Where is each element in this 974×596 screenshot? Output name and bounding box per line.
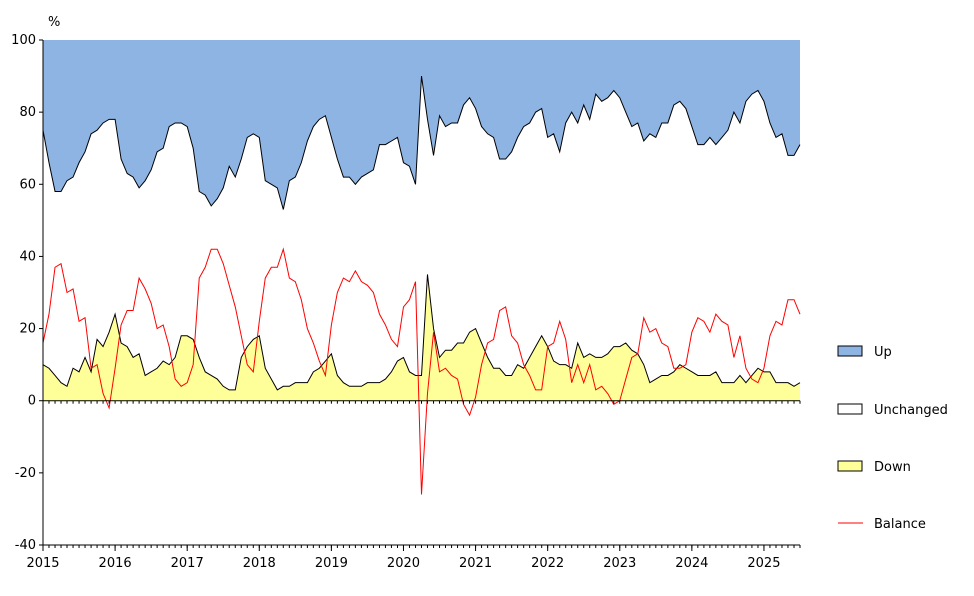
- series-up-area: [43, 40, 800, 210]
- y-axis-unit-label: %: [48, 15, 60, 30]
- series-down-area: [43, 274, 800, 401]
- y-tick-label: 80: [19, 105, 36, 120]
- x-tick-label: 2020: [387, 556, 420, 571]
- axes: -40 -20 0 20 40 60 80 100 2015 2016 2017 2018 2019 20…: [11, 33, 801, 571]
- x-tick-label: 2019: [315, 556, 348, 571]
- legend-swatch-unchanged: [837, 403, 863, 415]
- legend-label-balance: Balance: [874, 517, 926, 532]
- x-tick-label: 2017: [171, 556, 204, 571]
- plot-area: [42, 40, 801, 495]
- x-tick-label: 2016: [99, 556, 132, 571]
- x-tick-label: 2025: [747, 556, 780, 571]
- y-tick-label: 0: [28, 394, 36, 409]
- legend-label-down: Down: [874, 460, 911, 475]
- x-tick-label: 2022: [531, 556, 564, 571]
- x-tick-label: 2015: [26, 556, 59, 571]
- x-tick-label: 2018: [243, 556, 276, 571]
- legend: Up Unchanged Down Balance: [837, 345, 948, 532]
- y-tick-label: 100: [11, 33, 36, 48]
- x-tick-label: 2024: [675, 556, 708, 571]
- series-up-line: [42, 76, 801, 210]
- series-balance-line: [42, 247, 801, 495]
- y-tick-label: -20: [15, 466, 36, 481]
- x-tick-label: 2021: [459, 556, 492, 571]
- legend-label-up: Up: [874, 345, 892, 360]
- y-tick-label: -40: [15, 538, 36, 553]
- y-tick-label: 20: [19, 322, 36, 337]
- legend-swatch-down: [837, 460, 863, 472]
- x-tick-label: 2023: [603, 556, 636, 571]
- y-tick-label: 40: [19, 249, 36, 264]
- y-tick-label: 60: [19, 177, 36, 192]
- series-down-line: [42, 274, 801, 391]
- legend-label-unchanged: Unchanged: [874, 403, 948, 418]
- legend-swatch-up: [837, 345, 863, 357]
